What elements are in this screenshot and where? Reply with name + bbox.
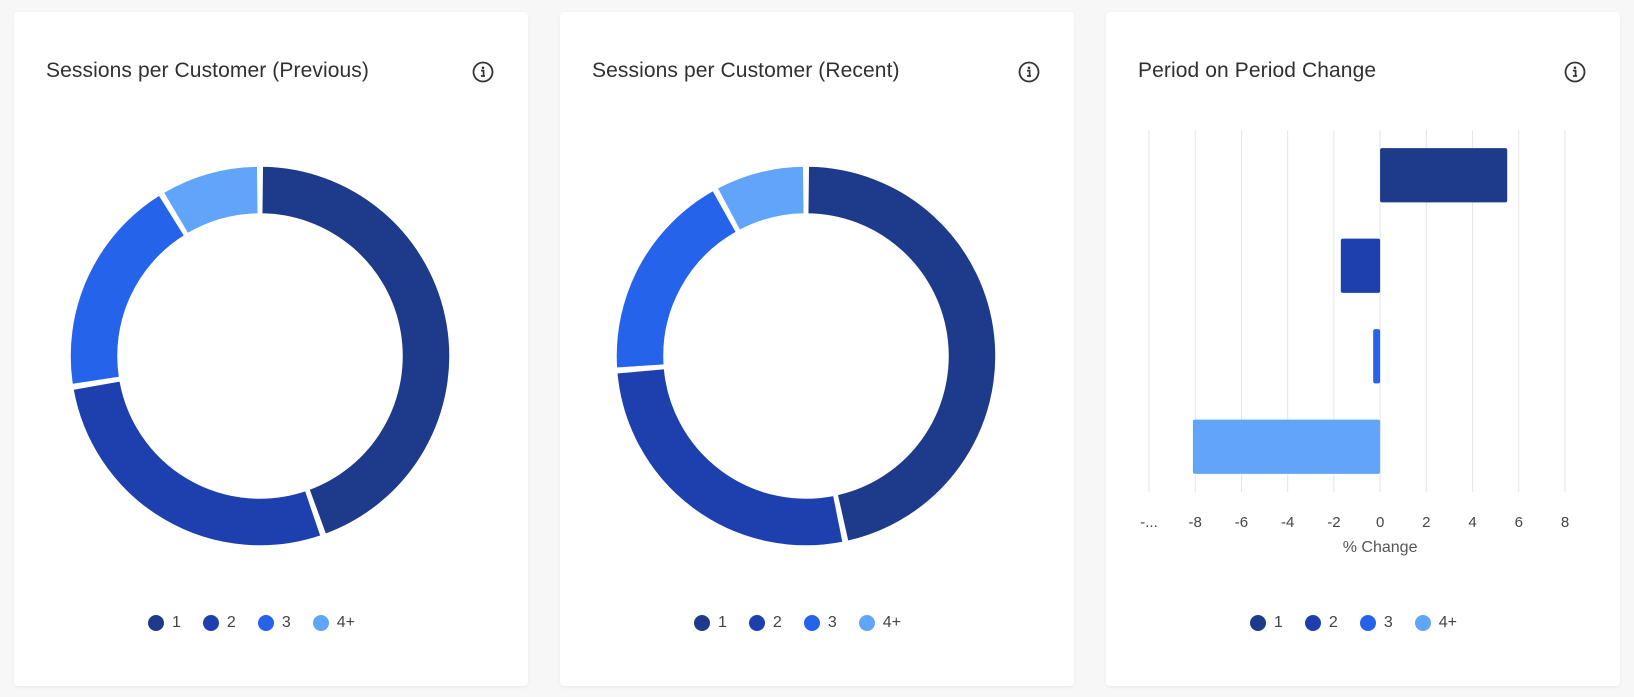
x-tick-label: 0 [1376,514,1384,531]
legend-item-1[interactable]: 1 [1250,614,1283,632]
chart-legend: 1 2 3 4+ [1250,614,1457,632]
legend-label: 2 [226,614,236,631]
chart-legend: 1 2 3 4+ [694,614,901,632]
legend-dot [257,615,274,631]
donut-slice-4plus[interactable] [162,165,260,235]
chart-legend: 1 2 3 4+ [148,614,355,632]
legend-item-1[interactable]: 1 [694,614,727,632]
card-title: Sessions per Customer (Previous) [46,59,369,82]
legend-label: 3 [1383,614,1393,631]
legend-item-4plus[interactable]: 4+ [858,614,901,632]
legend-item-2[interactable]: 2 [1304,614,1338,632]
legend-dot [202,615,219,631]
legend-item-3[interactable]: 3 [1359,614,1393,632]
legend-dot [1359,615,1376,631]
legend-dot [312,615,329,631]
legend-item-1[interactable]: 1 [148,614,181,632]
chart-card-change: Period on Period Change -... -8 -6 -4 -2 0 2 4 6… [1106,12,1620,686]
donut-slice-2[interactable] [72,380,322,547]
legend-dot [803,615,820,631]
donut-slice-3[interactable] [615,189,738,369]
x-tick-label: 4 [1468,514,1476,531]
legend-dot [1304,615,1321,631]
chart-card-recent: Sessions per Customer (Recent) 1 2 3 4+ [560,12,1074,686]
card-title: Period on Period Change [1138,59,1377,82]
bar-2[interactable] [1340,238,1381,293]
card-title: Sessions per Customer (Recent) [592,59,900,82]
x-tick-label: -4 [1281,514,1294,531]
info-icon[interactable] [472,61,494,83]
donut-chart-recent [615,165,997,547]
x-tick-label: 2 [1422,514,1430,531]
bar-4plus[interactable] [1192,419,1381,474]
donut-slice-1[interactable] [806,165,997,543]
donut-slice-2[interactable] [615,367,844,547]
legend-label: 2 [772,614,782,631]
legend-dot [748,615,765,631]
donut-slice-3[interactable] [69,194,186,386]
x-tick-label: -... [1140,514,1158,531]
x-tick-label: -8 [1189,514,1202,531]
legend-label: 1 [718,614,727,631]
legend-dot [694,615,710,631]
donut-slice-4plus[interactable] [716,165,806,232]
x-tick-label: -2 [1327,514,1340,531]
legend-item-2[interactable]: 2 [748,614,782,632]
info-icon[interactable] [1018,61,1040,83]
legend-dot [1250,615,1266,631]
bar-1[interactable] [1380,148,1508,203]
legend-label: 1 [1274,614,1283,631]
legend-item-3[interactable]: 3 [257,614,291,632]
legend-item-4plus[interactable]: 4+ [1414,614,1457,632]
chart-card-previous: Sessions per Customer (Previous) 1 2 3 4… [14,12,528,686]
info-icon[interactable] [1564,61,1586,83]
x-tick-label: 8 [1561,514,1569,531]
legend-label: 4+ [882,614,901,631]
legend-label: 3 [281,614,291,631]
legend-label: 3 [827,614,837,631]
legend-item-3[interactable]: 3 [803,614,837,632]
x-axis-title: % Change [1343,539,1418,556]
legend-dot [148,615,164,631]
donut-slice-1[interactable] [260,165,451,536]
legend-dot [1414,615,1431,631]
donut-chart-previous [69,165,451,547]
x-tick-label: 6 [1515,514,1523,531]
legend-item-2[interactable]: 2 [202,614,236,632]
legend-label: 1 [172,614,181,631]
bar-chart-change: -... -8 -6 -4 -2 0 2 4 6 8 % Change [1140,130,1569,556]
legend-label: 4+ [1438,614,1457,631]
bar-3[interactable] [1373,329,1381,384]
legend-label: 4+ [336,614,355,631]
legend-dot [858,615,875,631]
legend-item-4plus[interactable]: 4+ [312,614,355,632]
legend-label: 2 [1328,614,1338,631]
x-tick-label: -6 [1235,514,1248,531]
